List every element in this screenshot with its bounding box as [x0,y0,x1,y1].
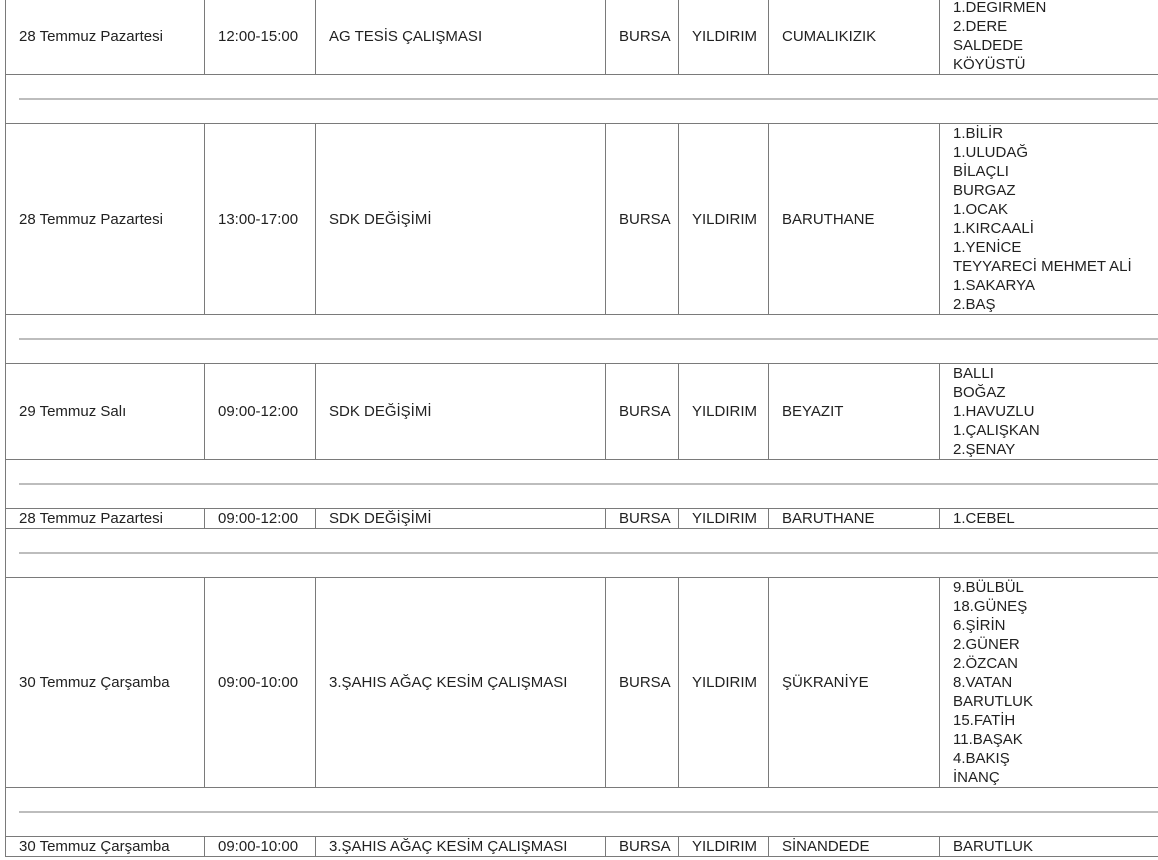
street-name: 2.DERE [953,18,1008,35]
street-name: 18.GÜNEŞ [953,598,1028,615]
street-name: 1.KIRCAALİ [953,220,1034,237]
date-cell: 30 Temmuz Çarşamba [5,836,205,857]
street-name: KÖYÜSTÜ [953,56,1026,73]
time-cell: 13:00-17:00 [204,123,316,315]
time-cell: 09:00-10:00 [204,836,316,857]
streets-cell: 9.BÜLBÜL 18.GÜNEŞ 6.ŞİRİN 2.GÜNER 2.ÖZCAN 8.V… [939,577,1158,788]
table-row: 30 Temmuz Çarşamba 09:00-10:00 3.ŞAHIS AĞA… [5,836,1158,857]
separator-row [5,314,1158,364]
street-name: 1.DEGIRMEN [953,0,1047,16]
divider [19,98,1158,100]
time-cell: 09:00-12:00 [204,363,316,460]
district-cell: YILDIRIM [678,836,769,857]
street-name: 4.BAKIŞ [953,750,1010,767]
time-cell: 12:00-15:00 [204,0,316,75]
table-row: 28 Temmuz Pazartesi 09:00-12:00 SDK DEĞİŞİ… [5,508,1158,529]
street-name: İNANÇ [953,769,1000,786]
work-type-cell: 3.ŞAHIS AĞAÇ KESİM ÇALIŞMASI [315,836,606,857]
date-cell: 29 Temmuz Salı [5,363,205,460]
district-cell: YILDIRIM [678,577,769,788]
street-name: 1.BİLİR [953,125,1004,142]
district-cell: YILDIRIM [678,123,769,315]
street-name: 2.BAŞ [953,296,996,313]
separator-row [5,74,1158,124]
divider [19,483,1158,485]
street-name: SALDEDE [953,37,1024,54]
outage-table: 28 Temmuz Pazartesi 12:00-15:00 AG TESİS Ç… [5,0,1158,857]
street-name: BALLI [953,365,994,382]
street-name: BARUTLUK [953,838,1034,855]
streets-cell: BARUTLUK [939,836,1158,857]
table-row: 28 Temmuz Pazartesi 13:00-17:00 SDK DEĞİŞİ… [5,123,1158,315]
date-cell: 28 Temmuz Pazartesi [5,123,205,315]
street-name: BURGAZ [953,182,1016,199]
work-type-cell: SDK DEĞİŞİMİ [315,123,606,315]
street-name: 1.HAVUZLU [953,403,1035,420]
table-row: 29 Temmuz Salı 09:00-12:00 SDK DEĞİŞİMİ BUR… [5,363,1158,460]
table-row: 28 Temmuz Pazartesi 12:00-15:00 AG TESİS Ç… [5,0,1158,75]
district-cell: YILDIRIM [678,0,769,75]
date-cell: 28 Temmuz Pazartesi [5,508,205,529]
street-name: 2.ÖZCAN [953,655,1019,672]
street-name: BARUTLUK [953,693,1034,710]
divider [19,338,1158,340]
neighborhood-cell: ŞÜKRANİYE [768,577,940,788]
work-type-cell: SDK DEĞİŞİMİ [315,508,606,529]
neighborhood-cell: BARUTHANE [768,508,940,529]
city-cell: BURSA [605,508,679,529]
table-row: 30 Temmuz Çarşamba 09:00-10:00 3.ŞAHIS AĞA… [5,577,1158,788]
street-name: 1.OCAK [953,201,1009,218]
date-cell: 30 Temmuz Çarşamba [5,577,205,788]
separator-row [5,459,1158,509]
street-name: 9.BÜLBÜL [953,579,1024,596]
divider [19,552,1158,554]
work-type-cell: AG TESİS ÇALIŞMASI [315,0,606,75]
separator-row [5,787,1158,837]
date-cell: 28 Temmuz Pazartesi [5,0,205,75]
street-name: 8.VATAN [953,674,1013,691]
streets-cell: BALLI BOĞAZ 1.HAVUZLU 1.ÇALIŞKAN 2.ŞENAY [939,363,1158,460]
street-name: 1.SAKARYA [953,277,1035,294]
city-cell: BURSA [605,577,679,788]
district-cell: YILDIRIM [678,363,769,460]
streets-cell: 1.BİLİR 1.ULUDAĞ BİLAÇLI BURGAZ 1.OCAK 1.KIRC… [939,123,1158,315]
street-name: 1.ÇALIŞKAN [953,422,1040,439]
city-cell: BURSA [605,836,679,857]
city-cell: BURSA [605,123,679,315]
street-name: 6.ŞİRİN [953,617,1006,634]
time-cell: 09:00-10:00 [204,577,316,788]
work-type-cell: SDK DEĞİŞİMİ [315,363,606,460]
city-cell: BURSA [605,363,679,460]
street-name: 2.ŞENAY [953,441,1016,458]
street-name: 2.GÜNER [953,636,1020,653]
street-name: 1.ULUDAĞ [953,144,1029,161]
city-cell: BURSA [605,0,679,75]
street-name: 15.FATİH [953,712,1016,729]
neighborhood-cell: SİNANDEDE [768,836,940,857]
neighborhood-cell: BEYAZIT [768,363,940,460]
separator-row [5,528,1158,578]
street-name: 1.YENİCE [953,239,1022,256]
street-name: TEYYARECİ MEHMET ALİ [953,258,1132,275]
streets-cell: 1.DEGIRMEN 2.DERE SALDEDE KÖYÜSTÜ [939,0,1158,75]
neighborhood-cell: BARUTHANE [768,123,940,315]
neighborhood-cell: CUMALIKIZIK [768,0,940,75]
streets-cell: 1.CEBEL [939,508,1158,529]
district-cell: YILDIRIM [678,508,769,529]
street-name: 11.BAŞAK [953,731,1023,748]
work-type-cell: 3.ŞAHIS AĞAÇ KESİM ÇALIŞMASI [315,577,606,788]
time-cell: 09:00-12:00 [204,508,316,529]
street-name: BOĞAZ [953,384,1006,401]
street-name: BİLAÇLI [953,163,1009,180]
street-name: 1.CEBEL [953,510,1015,527]
divider [19,811,1158,813]
